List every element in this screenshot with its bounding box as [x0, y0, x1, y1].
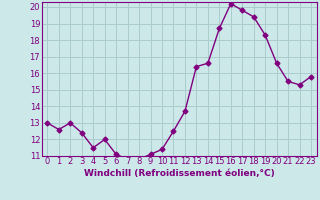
X-axis label: Windchill (Refroidissement éolien,°C): Windchill (Refroidissement éolien,°C) [84, 169, 275, 178]
